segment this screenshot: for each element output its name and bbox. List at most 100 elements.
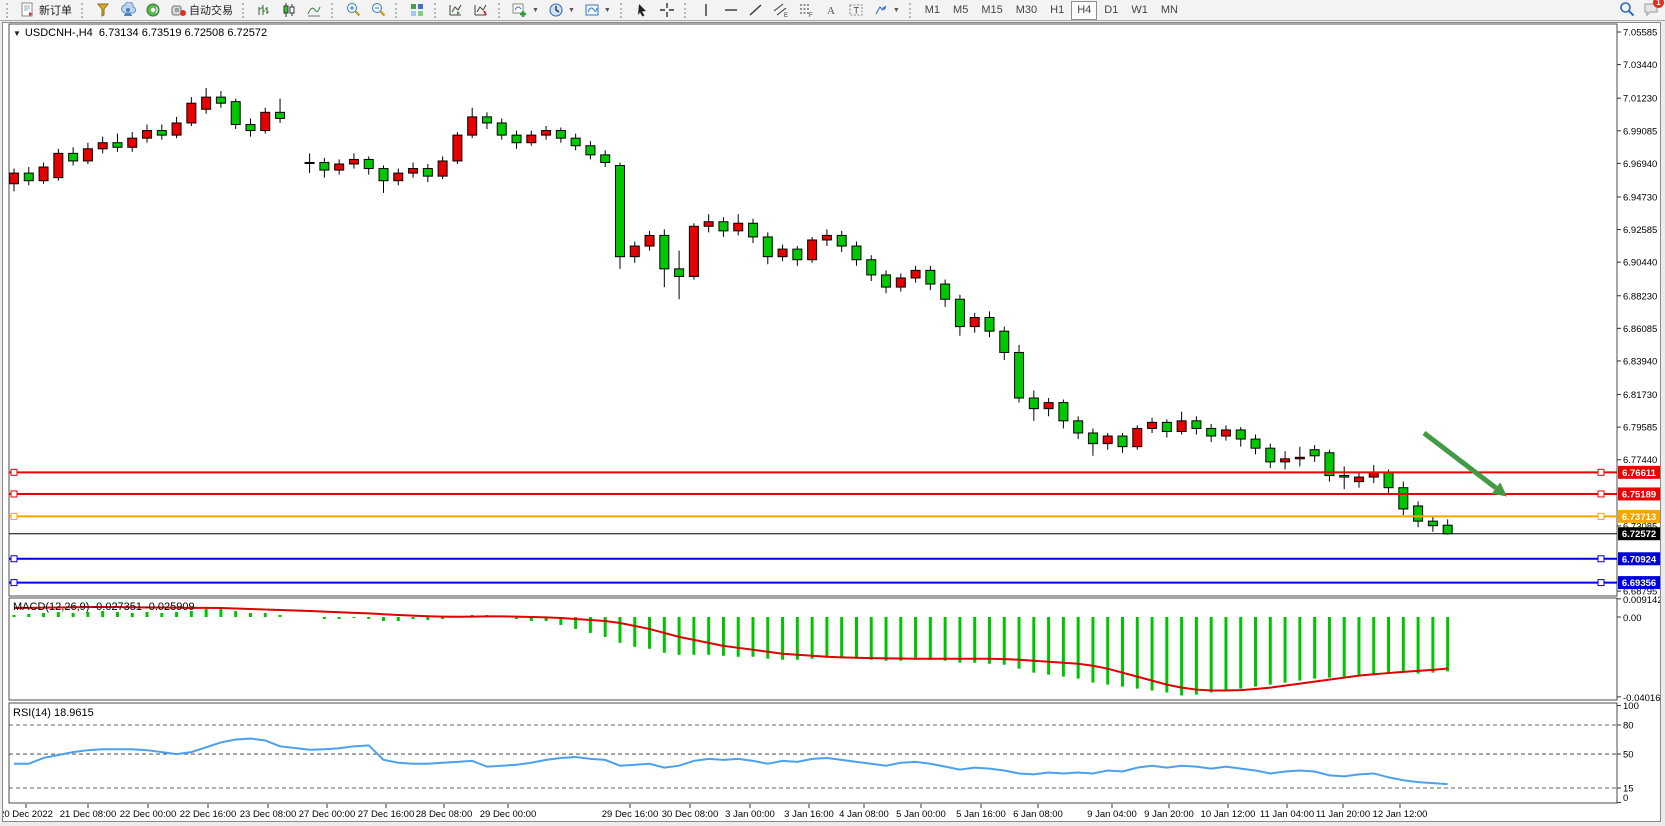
svg-text:6.73085: 6.73085 <box>1623 521 1657 532</box>
svg-text:10 Jan 12:00: 10 Jan 12:00 <box>1201 809 1256 820</box>
svg-text:15: 15 <box>1623 783 1634 794</box>
templates-button[interactable]: ▼ <box>580 1 615 20</box>
timeframe-M15[interactable]: M15 <box>975 1 1008 20</box>
svg-text:6.68795: 6.68795 <box>1623 587 1657 598</box>
timeframe-H1[interactable]: H1 <box>1044 1 1070 20</box>
toolbar: 新订单 自动交易 <box>0 0 1665 21</box>
chart-bars-button[interactable] <box>252 1 276 20</box>
timeframe-M5[interactable]: M5 <box>947 1 974 20</box>
toolbar-grip[interactable] <box>498 2 505 18</box>
hline-tool-button[interactable] <box>719 1 743 20</box>
timeframe-M1[interactable]: M1 <box>919 1 946 20</box>
trendline-icon <box>749 4 762 16</box>
toolbar-grip[interactable] <box>908 2 916 18</box>
down-arrow-annotation[interactable] <box>1422 431 1508 497</box>
chart-window[interactable]: 7.05585 7.03440 7.01230 6.99085 6.96940 6.947… <box>2 22 1661 822</box>
svg-text:23 Dec 08:00: 23 Dec 08:00 <box>240 809 297 820</box>
svg-text:5 Jan 16:00: 5 Jan 16:00 <box>956 809 1006 820</box>
zoom-out-button[interactable] <box>366 1 390 20</box>
timeframe-W1[interactable]: W1 <box>1125 1 1154 20</box>
dropdown-caret: ▼ <box>532 6 539 14</box>
svg-text:11 Jan 04:00: 11 Jan 04:00 <box>1260 809 1314 820</box>
toolbar-grip[interactable] <box>434 2 441 18</box>
macd-panel: 0.009142 0.00 -0.040162 <box>12 595 1660 704</box>
arrange-charts-button[interactable] <box>444 1 468 20</box>
rsi-panel: 100 80 50 150 <box>9 701 1639 804</box>
arrows-tool-button[interactable]: ▼ <box>869 1 904 20</box>
news-button[interactable] <box>141 1 165 20</box>
fibonacci-tool-button[interactable]: F <box>794 1 818 20</box>
crosshair-tool-button[interactable] <box>655 1 679 20</box>
broadcast-icon <box>146 3 160 17</box>
toolbar-grip[interactable] <box>6 2 13 18</box>
tile-windows-button[interactable] <box>405 1 429 20</box>
macd-indicator-label: MACD(12,26,9) -0.027351 -0.025909 <box>13 601 195 613</box>
arrow-objects-icon <box>875 5 887 15</box>
timeframe-D1[interactable]: D1 <box>1098 1 1124 20</box>
svg-text:6.86085: 6.86085 <box>1623 324 1657 335</box>
trendline-tool-button[interactable] <box>744 1 768 20</box>
svg-text:12 Jan 12:00: 12 Jan 12:00 <box>1373 809 1428 820</box>
svg-text:28 Dec 08:00: 28 Dec 08:00 <box>416 809 473 820</box>
svg-text:9 Jan 04:00: 9 Jan 04:00 <box>1087 809 1137 820</box>
svg-text:3 Jan 16:00: 3 Jan 16:00 <box>784 809 834 820</box>
text-label-icon: T <box>849 4 863 16</box>
chart-line-button[interactable] <box>302 1 326 20</box>
arrange-tile-button[interactable] <box>469 1 493 20</box>
svg-text:T: T <box>853 6 859 16</box>
horizontal-lines[interactable]: 6.76611 6.75189 6.73713 6.72572 6.70924 6.693… <box>9 465 1660 590</box>
new-order-button[interactable]: 新订单 <box>16 1 76 20</box>
auto-trading-icon <box>171 5 186 16</box>
vline-tool-button[interactable] <box>694 1 718 20</box>
timeframe-MN[interactable]: MN <box>1155 1 1184 20</box>
svg-text:6.73713: 6.73713 <box>1622 512 1656 523</box>
candlestick-icon <box>283 3 295 17</box>
notifications-button[interactable]: 1 <box>1643 0 1664 17</box>
crosshair-icon <box>659 3 674 17</box>
toolbar-grip[interactable] <box>395 2 402 18</box>
periods-button[interactable]: ▼ <box>544 1 579 20</box>
market-depth-button[interactable] <box>91 1 115 20</box>
svg-text:-0.040162: -0.040162 <box>1623 693 1660 704</box>
panel-frames <box>8 23 1618 804</box>
cursor-tool-button[interactable] <box>630 1 654 20</box>
svg-text:6.77440: 6.77440 <box>1623 455 1657 466</box>
toolbar-grip[interactable] <box>81 2 88 18</box>
tile-windows-icon <box>411 4 423 16</box>
channel-tool-button[interactable]: E <box>769 1 793 20</box>
svg-text:7.03440: 7.03440 <box>1623 60 1657 71</box>
svg-text:6.90440: 6.90440 <box>1623 258 1657 269</box>
svg-text:50: 50 <box>1623 750 1634 761</box>
arrange-tile-icon <box>474 4 487 16</box>
label-tool-button[interactable]: T <box>844 1 868 20</box>
symbol-dropdown-icon[interactable]: ▼ <box>13 29 21 38</box>
svg-text:6.88230: 6.88230 <box>1623 291 1657 302</box>
svg-text:6.79585: 6.79585 <box>1623 423 1657 434</box>
chart-candles-button[interactable] <box>277 1 301 20</box>
cloud-user-icon <box>121 2 136 16</box>
auto-trading-button[interactable]: 自动交易 <box>166 1 237 20</box>
indicators-button[interactable]: ▼ <box>508 1 543 20</box>
chart-plot[interactable]: 7.05585 7.03440 7.01230 6.99085 6.96940 6.947… <box>3 23 1660 821</box>
horizontal-line-icon <box>724 9 737 11</box>
svg-text:6.96940: 6.96940 <box>1623 159 1657 170</box>
svg-text:6.92585: 6.92585 <box>1623 225 1657 236</box>
timeframe-H4[interactable]: H4 <box>1071 0 1098 20</box>
chart-title: ▼ USDCNH-,H4 6.73134 6.73519 6.72508 6.72… <box>13 27 267 39</box>
toolbar-grip[interactable] <box>331 2 338 18</box>
svg-text:27 Dec 00:00: 27 Dec 00:00 <box>299 809 356 820</box>
zoom-in-button[interactable] <box>341 1 365 20</box>
text-tool-button[interactable]: A <box>819 1 843 20</box>
toolbar-grip[interactable] <box>683 2 691 18</box>
community-button[interactable] <box>116 1 140 20</box>
svg-text:29 Dec 16:00: 29 Dec 16:00 <box>602 809 659 820</box>
search-icon[interactable] <box>1619 1 1635 17</box>
dropdown-caret: ▼ <box>567 6 575 14</box>
toolbar-grip[interactable] <box>242 2 249 18</box>
toolbar-grip[interactable] <box>619 2 627 18</box>
new-order-icon <box>21 2 33 17</box>
timeframe-M30[interactable]: M30 <box>1010 1 1043 20</box>
candles-layer <box>9 88 1453 535</box>
zoom-out-icon <box>372 3 386 17</box>
